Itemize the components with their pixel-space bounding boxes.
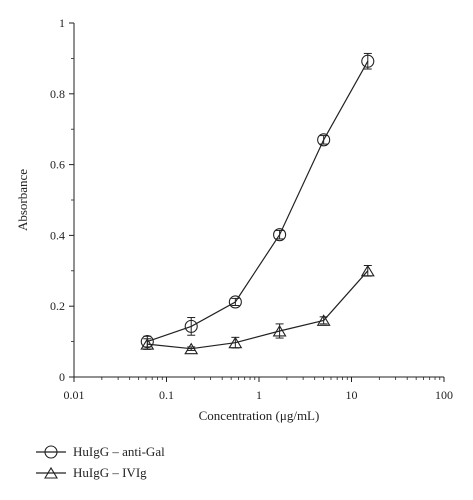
legend-marker [44, 466, 58, 479]
y-axis: 0 0.2 0.4 0.6 0.8 1 [50, 16, 74, 384]
y-tick-label-3: 0.6 [50, 158, 65, 172]
y-tick-label-0: 0 [59, 370, 65, 384]
data-point [140, 338, 155, 350]
data-point [184, 319, 198, 333]
series-layer [140, 52, 375, 355]
legend-item-1: HuIgG – anti-Gal [36, 444, 165, 459]
data-point [317, 133, 331, 147]
data-point [228, 336, 243, 349]
legend-label: HuIgG – IVIg [73, 465, 147, 480]
legend-label: HuIgG – anti-Gal [73, 444, 165, 459]
x-tick-label-2: 1 [256, 388, 262, 402]
y-axis-label: Absorbance [15, 169, 30, 231]
x-axis-label: Concentration (μg/mL) [199, 408, 320, 423]
data-point [228, 295, 242, 309]
y-tick-label-1: 0.2 [50, 299, 65, 313]
data-point [361, 54, 375, 68]
x-tick-label-4: 100 [435, 388, 453, 402]
legend: HuIgG – anti-Gal HuIgG – IVIg [36, 444, 165, 480]
x-tick-label-1: 0.1 [159, 388, 174, 402]
legend-item-2: HuIgG – IVIg [36, 465, 147, 480]
plot-frame [73, 23, 444, 378]
x-tick-label-3: 10 [346, 388, 358, 402]
data-point [360, 264, 375, 277]
x-axis: 0.01 0.1 1 10 100 [64, 377, 453, 402]
y-tick-label-4: 0.8 [50, 87, 65, 101]
series-1 [140, 52, 375, 349]
data-point [316, 314, 331, 326]
y-tick-label-5: 1 [59, 16, 65, 30]
data-point [272, 324, 287, 337]
y-tick-label-2: 0.4 [50, 228, 65, 242]
data-point [273, 228, 287, 242]
data-point [184, 342, 199, 355]
series-2-line [147, 270, 369, 350]
x-tick-label-0: 0.01 [64, 388, 85, 402]
legend-marker [44, 445, 58, 459]
series-1-line [147, 60, 369, 343]
series-2 [140, 264, 375, 355]
